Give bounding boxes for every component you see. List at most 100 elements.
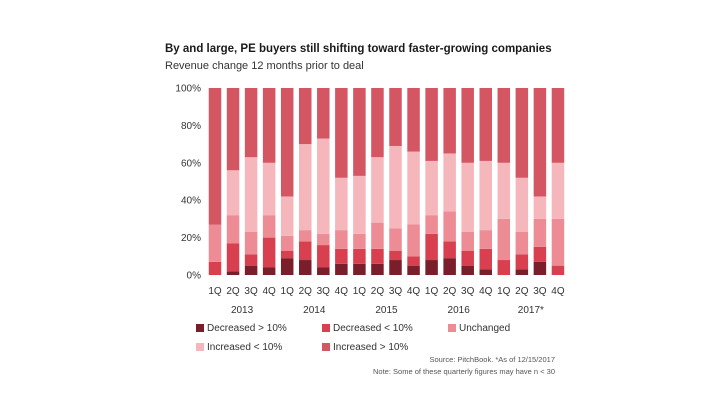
bar-segment [551,162,565,219]
bar-segment [244,254,258,266]
bar-segment [299,241,312,261]
bar-segment [533,88,547,197]
bar-segment [371,222,384,249]
bar-segment [389,228,402,251]
bar-segment [335,263,348,275]
bar-segment [407,256,420,266]
bar-segment [515,88,529,178]
bar-segment [335,177,348,231]
bar-segment [262,162,276,216]
legend-label: Decreased > 10% [207,323,287,334]
bar-segment [515,177,529,232]
bar-segment [262,215,276,238]
x-tick-label: 4Q [551,286,565,297]
bar-segment [425,260,438,275]
bar-segment [208,224,222,262]
year-label: 2015 [375,305,398,316]
legend-swatch [196,343,204,351]
bar-segment [551,88,565,163]
bar-segment [280,258,294,275]
legend-item: Decreased > 10% [196,323,287,334]
bar-segment [299,230,312,242]
bar-segment [280,250,294,259]
y-tick-label: 60% [181,158,201,169]
x-tick-label: 2Q [443,286,457,297]
year-label: 2016 [448,305,471,316]
bar-segment [317,267,330,275]
bar-segment [551,265,565,275]
x-axis: 1Q 2Q 3Q 4Q 1Q 2Q 3Q 4Q 1Q 2Q 3Q 4Q 1Q 2Q 3Q 4Q 1Q 2Q 3Q 4Q [208,286,565,297]
sample-note: Note: Some of these quarterly figures ma… [373,367,555,376]
bar-segment [497,162,511,219]
y-axis: 0% 20% 40% 60% 80% 100% [175,84,201,282]
bar-segment [299,260,312,275]
bar-segment [425,88,438,161]
bar-segment [461,88,474,163]
bar-segment [280,88,294,197]
bar-segment [533,218,547,247]
bar-segment [389,145,402,229]
bar-segment [371,248,384,264]
legend-swatch [322,343,330,351]
bar-segment [461,265,474,275]
legend-item: Increased > 10% [322,342,408,353]
bar-segment [335,248,348,264]
legend: Decreased > 10% Decreased < 10% Unchanged I… [196,323,510,353]
chart-title: By and large, PE buyers still shifting t… [165,43,552,55]
bar-segment [226,215,240,244]
bar-segment [479,248,492,270]
bar-segment [335,88,348,178]
bar-segment [479,230,492,249]
bar-segment [353,248,366,264]
bar-segment [244,231,258,255]
x-tick-label: 2Q [299,286,313,297]
bar-segment [353,175,366,234]
bar-segment [244,88,258,158]
bar-segment [479,160,492,231]
x-tick-label: 1Q [353,286,367,297]
legend-label: Decreased < 10% [333,323,413,334]
bar-segment [371,263,384,275]
legend-label: Increased > 10% [333,342,408,353]
bar-segment [208,261,222,275]
bar-segment [226,170,240,216]
bar-segment [389,88,402,146]
bar-segment [317,233,330,246]
bar-segment [244,265,258,275]
bar-segment [317,88,330,139]
bar-segment [353,263,366,275]
bar-segment [389,250,402,261]
bar-segment [515,231,529,255]
bar-segment [335,230,348,249]
x-tick-label: 3Q [317,286,331,297]
bar-segment [425,160,438,216]
y-tick-label: 20% [181,233,201,244]
legend-swatch [448,324,456,332]
year-label: 2014 [303,305,326,316]
bar-segment [497,88,511,163]
x-tick-label: 2Q [226,286,240,297]
bar-segment [461,231,474,251]
bar-segment [461,250,474,266]
bar-segment [226,271,240,275]
bar-segment [389,260,402,275]
bar-segment [407,265,420,275]
bar-segment [353,88,366,176]
x-tick-label: 1Q [208,286,222,297]
bar-segment [443,241,456,259]
bar-segment [353,233,366,249]
chart-subtitle: Revenue change 12 months prior to deal [165,60,364,72]
x-tick-label: 4Q [335,286,349,297]
bar-segment [533,246,547,262]
bar-segment [280,196,294,236]
legend-label: Increased < 10% [207,342,282,353]
x-tick-label: 4Q [262,286,276,297]
bar-segment [479,269,492,275]
bar-segment [262,88,276,163]
bar-segment [515,254,529,270]
bar-segment [371,157,384,223]
x-tick-label: 3Q [244,286,258,297]
bar-segment [551,218,565,266]
x-tick-label: 3Q [461,286,475,297]
x-tick-label: 2Q [515,286,529,297]
